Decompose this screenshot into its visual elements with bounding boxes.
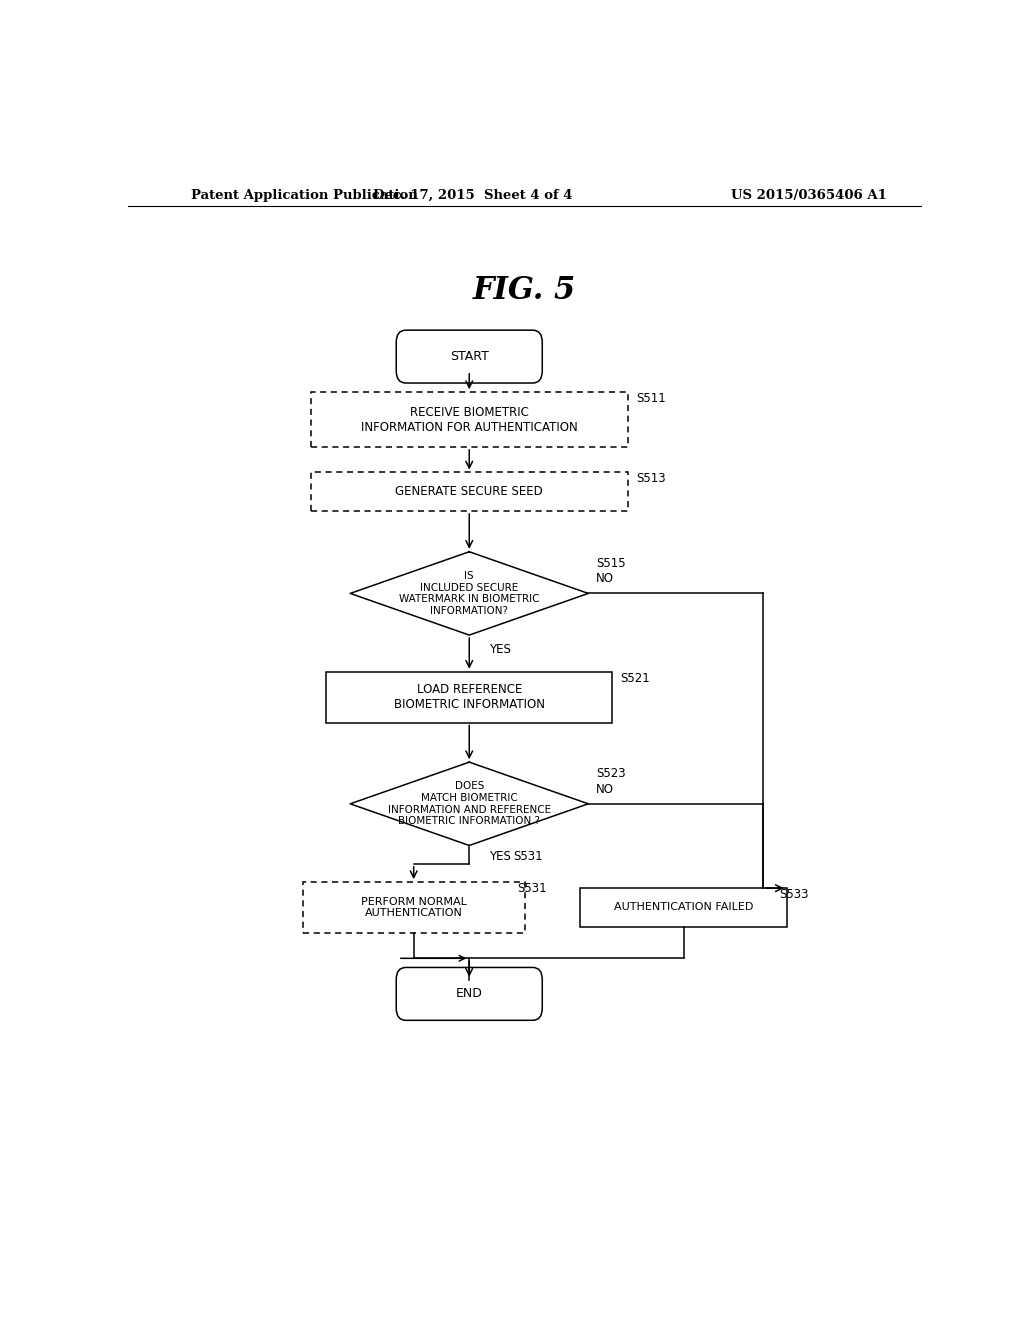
Text: Dec. 17, 2015  Sheet 4 of 4: Dec. 17, 2015 Sheet 4 of 4 — [374, 189, 573, 202]
Text: S531: S531 — [517, 882, 547, 895]
FancyBboxPatch shape — [396, 330, 543, 383]
Text: FIG. 5: FIG. 5 — [473, 275, 577, 306]
Bar — [581, 888, 786, 927]
Text: NO: NO — [596, 573, 614, 585]
Text: LOAD REFERENCE
BIOMETRIC INFORMATION: LOAD REFERENCE BIOMETRIC INFORMATION — [394, 682, 545, 711]
Text: YES: YES — [489, 850, 511, 862]
Text: US 2015/0365406 A1: US 2015/0365406 A1 — [731, 189, 887, 202]
Bar — [310, 473, 628, 511]
FancyBboxPatch shape — [396, 968, 543, 1020]
Text: START: START — [450, 350, 488, 363]
Text: PERFORM NORMAL
AUTHENTICATION: PERFORM NORMAL AUTHENTICATION — [360, 896, 467, 919]
Text: IS
INCLUDED SECURE
WATERMARK IN BIOMETRIC
INFORMATION?: IS INCLUDED SECURE WATERMARK IN BIOMETRI… — [399, 572, 540, 616]
Text: GENERATE SECURE SEED: GENERATE SECURE SEED — [395, 486, 543, 498]
Text: NO: NO — [596, 783, 614, 796]
Bar — [327, 672, 612, 722]
Text: END: END — [456, 987, 482, 1001]
Text: Patent Application Publication: Patent Application Publication — [191, 189, 418, 202]
Text: AUTHENTICATION FAILED: AUTHENTICATION FAILED — [613, 903, 754, 912]
Text: RECEIVE BIOMETRIC
INFORMATION FOR AUTHENTICATION: RECEIVE BIOMETRIC INFORMATION FOR AUTHEN… — [360, 405, 578, 433]
Text: S531: S531 — [513, 850, 543, 862]
Text: S513: S513 — [636, 473, 666, 486]
Text: S533: S533 — [778, 888, 808, 902]
Bar — [303, 882, 524, 933]
Text: YES: YES — [489, 643, 511, 656]
Text: S515: S515 — [596, 557, 626, 570]
Text: S523: S523 — [596, 767, 626, 780]
Text: DOES
MATCH BIOMETRIC
INFORMATION AND REFERENCE
BIOMETRIC INFORMATION ?: DOES MATCH BIOMETRIC INFORMATION AND REF… — [388, 781, 551, 826]
Bar — [310, 392, 628, 447]
Text: S511: S511 — [636, 392, 666, 405]
Text: S521: S521 — [620, 672, 650, 685]
